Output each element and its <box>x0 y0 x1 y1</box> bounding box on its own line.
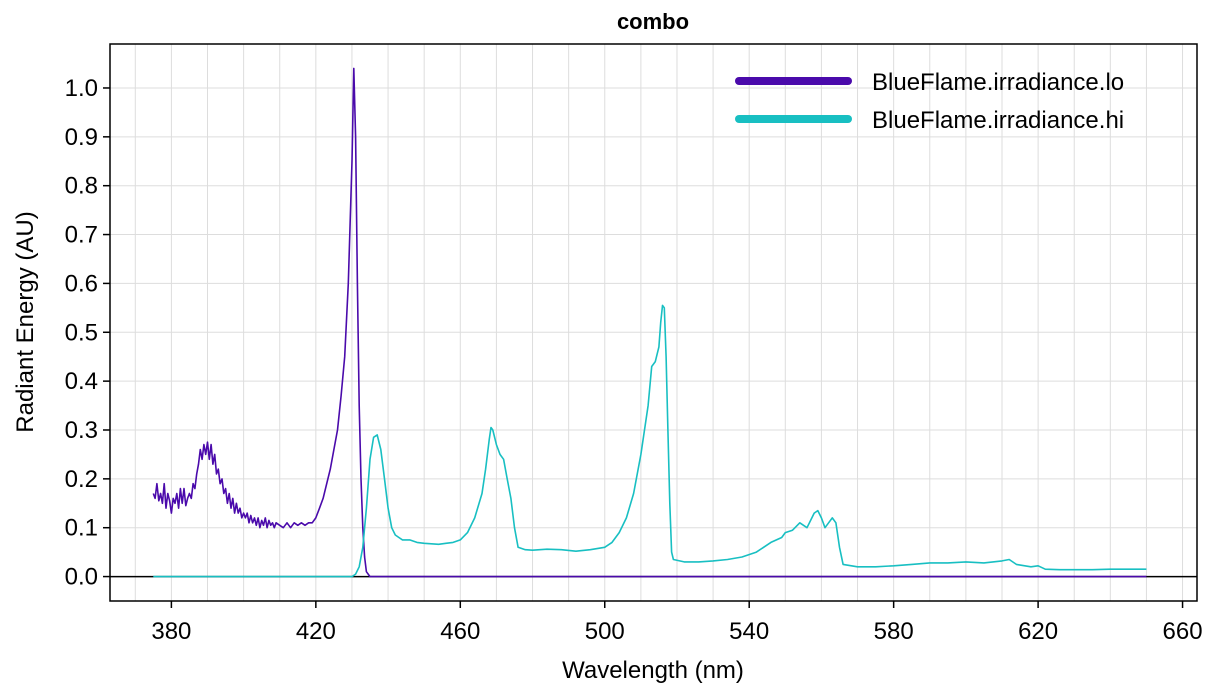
y-tick-label: 0.2 <box>65 466 98 493</box>
y-tick-label: 0.0 <box>65 564 98 591</box>
x-tick-label: 620 <box>1018 618 1058 645</box>
series-line-1 <box>153 304 1147 578</box>
plot-frame <box>109 43 1198 602</box>
legend: BlueFlame.irradiance.lo BlueFlame.irradia… <box>735 69 1124 134</box>
y-tick-label: 0.9 <box>65 124 98 151</box>
chart-title: combo <box>617 9 689 34</box>
plot-series <box>152 67 1147 578</box>
x-axis: 380 420 460 500 540 580 620 660 <box>151 601 1203 645</box>
y-tick-label: 1.0 <box>65 75 98 102</box>
x-tick-label: 540 <box>729 618 769 645</box>
y-tick-label: 0.4 <box>65 368 98 395</box>
y-tick-label: 0.1 <box>65 515 98 542</box>
y-axis: 0.0 0.1 0.2 0.3 0.4 0.5 0.6 0.7 0.8 0.9 1.0 <box>65 75 110 591</box>
y-tick-label: 0.8 <box>65 173 98 200</box>
x-tick-label: 580 <box>874 618 914 645</box>
x-tick-label: 420 <box>296 618 336 645</box>
legend-label-1: BlueFlame.irradiance.hi <box>872 107 1124 134</box>
y-tick-label: 0.3 <box>65 417 98 444</box>
x-tick-label: 500 <box>585 618 625 645</box>
x-tick-label: 380 <box>151 618 191 645</box>
x-axis-title: Wavelength (nm) <box>562 657 744 684</box>
y-tick-label: 0.7 <box>65 222 98 249</box>
x-tick-label: 660 <box>1163 618 1203 645</box>
y-axis-title: Radiant Energy (AU) <box>12 211 39 432</box>
series-line-0 <box>152 67 1147 578</box>
y-tick-label: 0.5 <box>65 319 98 346</box>
x-tick-label: 460 <box>440 618 480 645</box>
y-tick-label: 0.6 <box>65 270 98 297</box>
legend-label-0: BlueFlame.irradiance.lo <box>872 69 1124 96</box>
